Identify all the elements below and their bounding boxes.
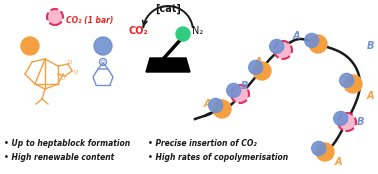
Text: • Up to heptablock formation: • Up to heptablock formation xyxy=(4,140,130,148)
Circle shape xyxy=(340,73,354,87)
Circle shape xyxy=(253,62,271,80)
Text: CO₂: CO₂ xyxy=(128,26,148,36)
Text: N₂: N₂ xyxy=(192,26,204,36)
Circle shape xyxy=(47,9,63,25)
Text: O: O xyxy=(74,70,78,76)
Circle shape xyxy=(344,75,362,93)
Circle shape xyxy=(209,98,223,112)
Text: A: A xyxy=(292,31,300,41)
Text: O: O xyxy=(61,77,65,81)
Text: • Precise insertion of CO₂: • Precise insertion of CO₂ xyxy=(148,140,257,148)
Text: B: B xyxy=(356,117,364,127)
Circle shape xyxy=(231,85,249,103)
Circle shape xyxy=(176,27,190,41)
Text: • High renewable content: • High renewable content xyxy=(4,153,114,163)
Text: CO₂ (1 bar): CO₂ (1 bar) xyxy=(66,17,114,26)
Text: A: A xyxy=(366,91,374,101)
Polygon shape xyxy=(146,58,190,72)
Circle shape xyxy=(94,37,112,55)
Circle shape xyxy=(334,111,348,125)
Text: [cat]: [cat] xyxy=(155,4,181,14)
Circle shape xyxy=(274,41,292,59)
Text: B: B xyxy=(240,81,248,91)
Text: A: A xyxy=(334,157,342,167)
Circle shape xyxy=(305,33,319,47)
Circle shape xyxy=(249,60,263,74)
Circle shape xyxy=(227,83,241,97)
Circle shape xyxy=(21,37,39,55)
Text: O: O xyxy=(101,60,105,65)
Circle shape xyxy=(309,35,327,53)
Text: O: O xyxy=(68,60,72,65)
Text: B: B xyxy=(366,41,374,51)
Circle shape xyxy=(316,143,334,161)
Circle shape xyxy=(99,58,107,65)
Circle shape xyxy=(338,113,356,131)
Text: • High rates of copolymerisation: • High rates of copolymerisation xyxy=(148,153,288,163)
Circle shape xyxy=(312,141,326,155)
Circle shape xyxy=(270,39,284,53)
Text: A: A xyxy=(254,57,262,67)
Circle shape xyxy=(213,100,231,118)
Text: A: A xyxy=(203,99,211,109)
